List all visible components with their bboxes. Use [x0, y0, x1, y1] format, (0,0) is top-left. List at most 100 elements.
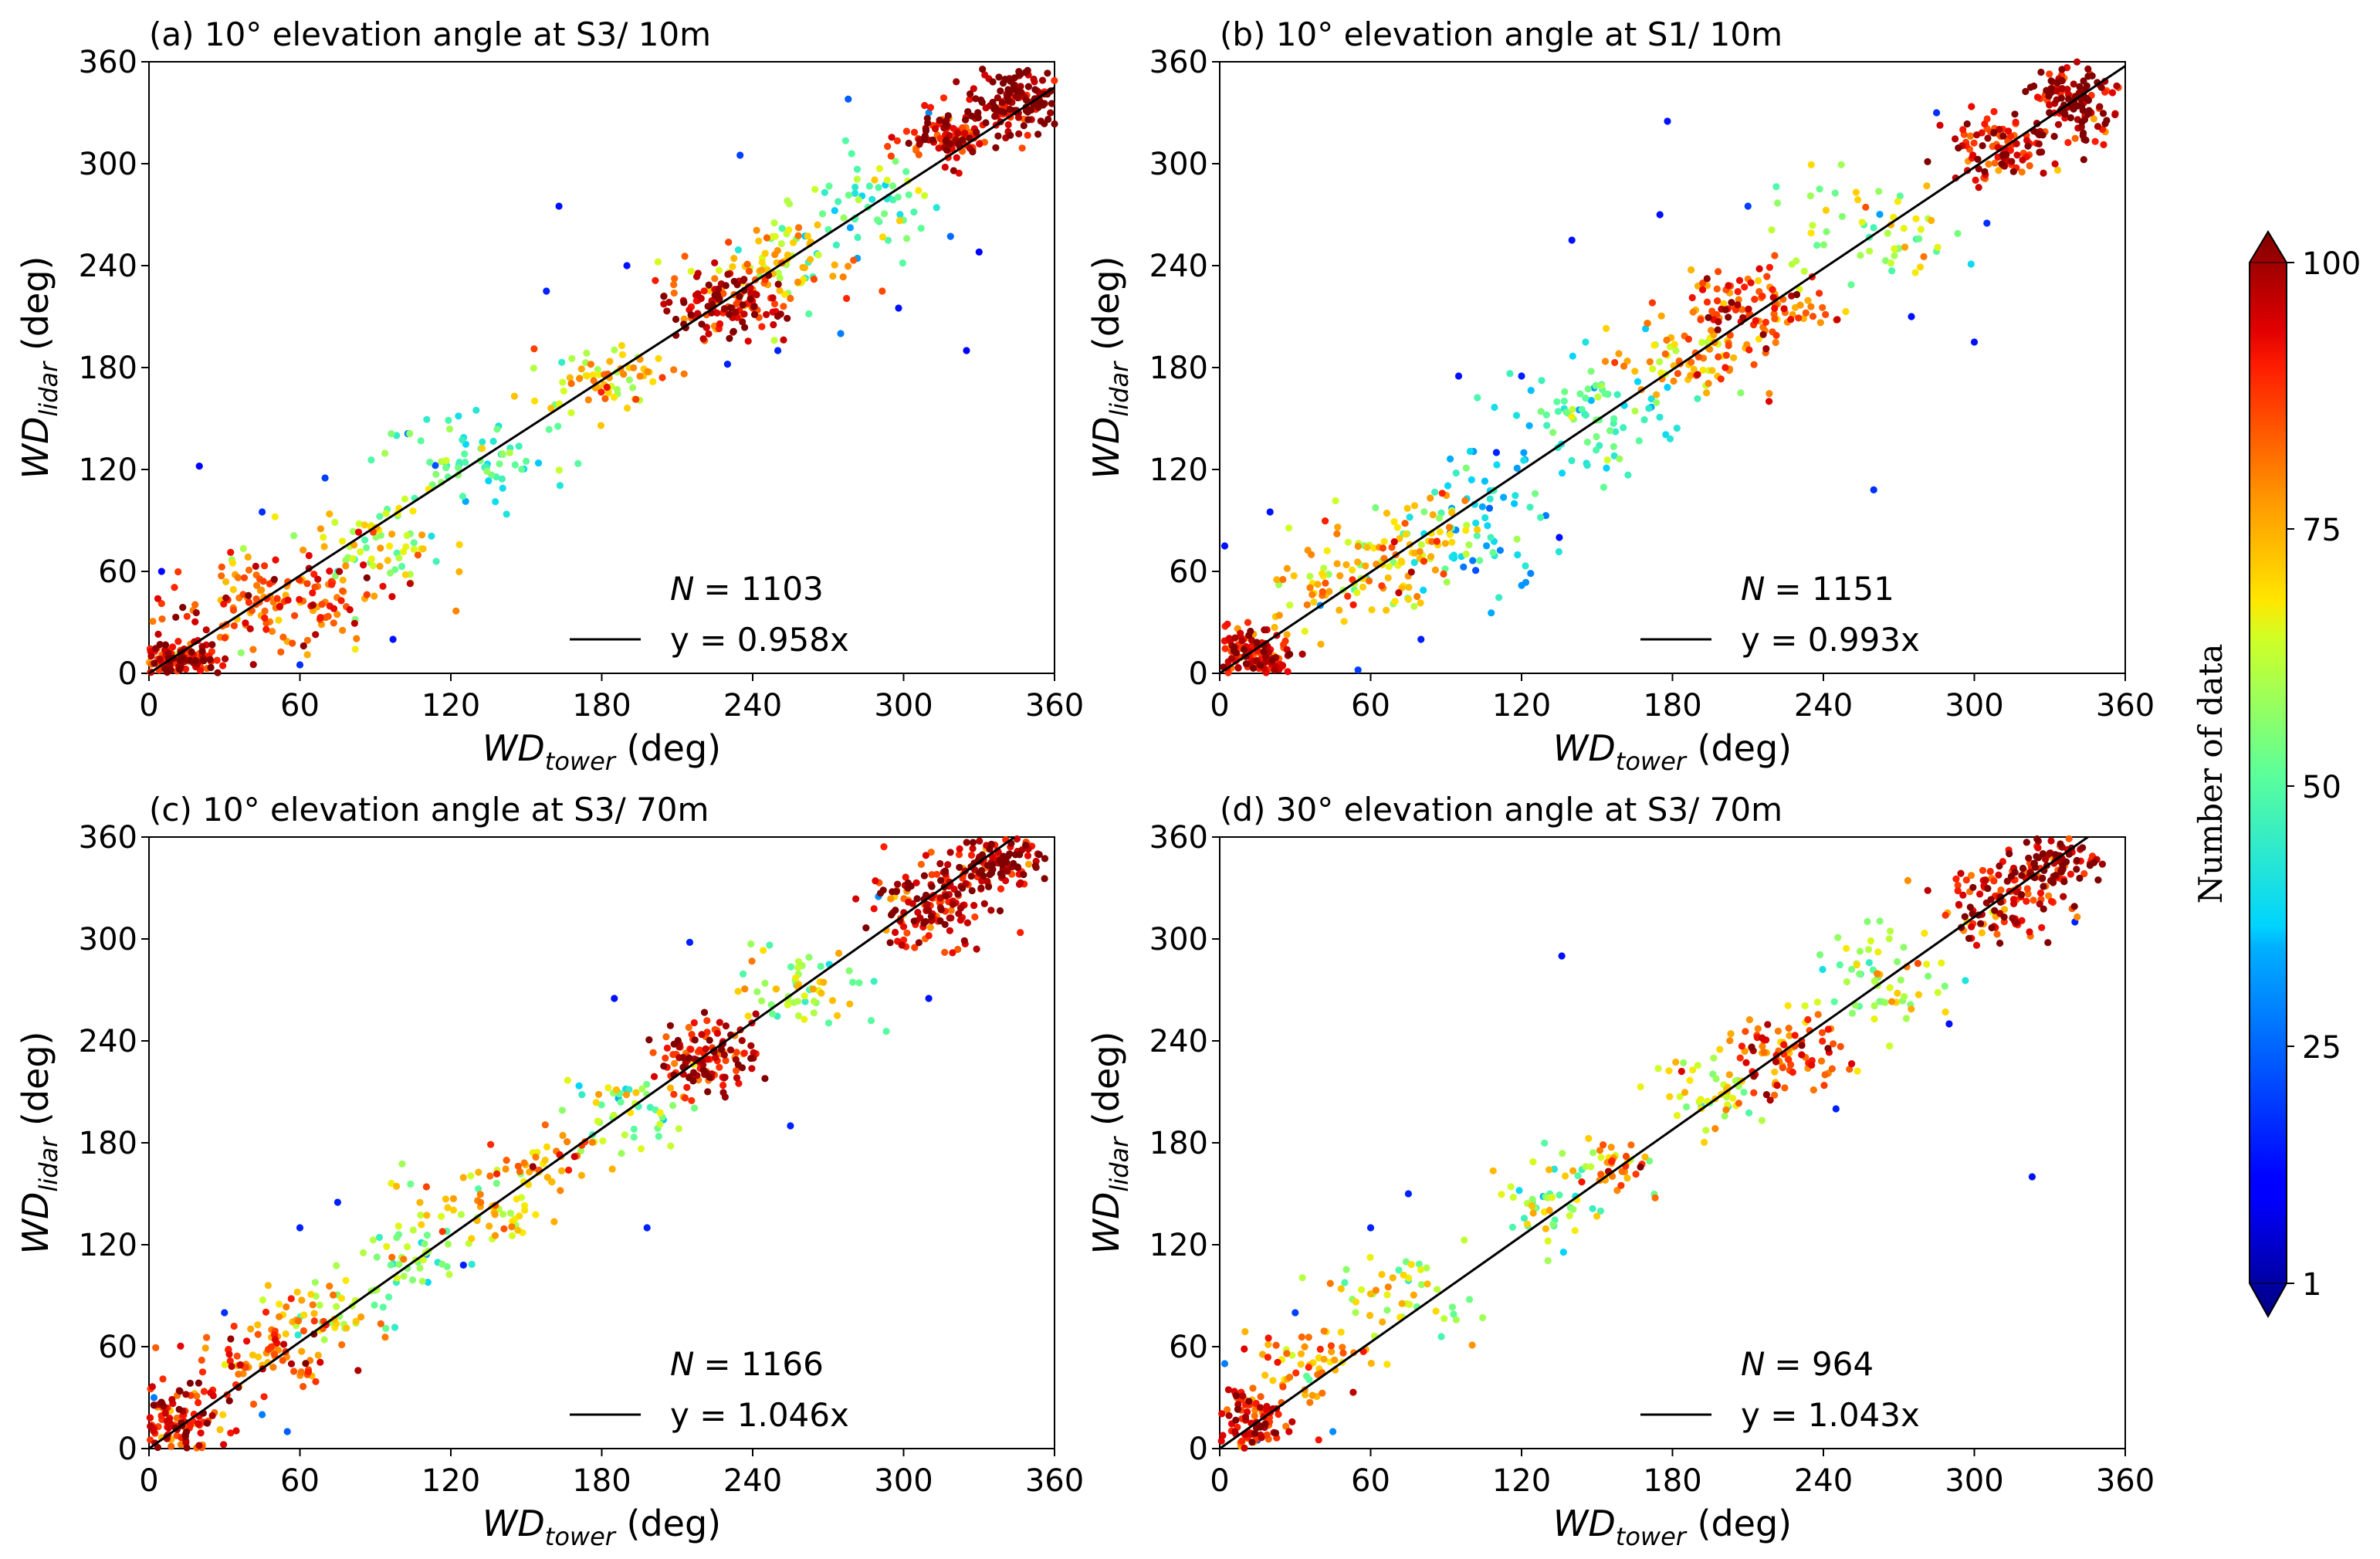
- scatter-point: [2051, 160, 2059, 168]
- scatter-point: [1725, 341, 1732, 350]
- scatter-point: [977, 866, 986, 874]
- scatter-point: [1589, 1205, 1596, 1212]
- scatter-point: [774, 347, 782, 354]
- panel-c-ytick-label: 180: [79, 1126, 137, 1161]
- scatter-point: [2010, 900, 2018, 907]
- scatter-point: [330, 605, 338, 612]
- scatter-point: [680, 299, 688, 307]
- scatter-point: [314, 1351, 322, 1359]
- panel-d-xlabel: WDtower (deg): [1553, 1503, 1792, 1551]
- scatter-point: [1260, 648, 1268, 656]
- scatter-point: [309, 589, 317, 597]
- scatter-point: [1819, 1037, 1826, 1045]
- scatter-point: [418, 1277, 426, 1285]
- scatter-point: [1452, 469, 1460, 477]
- scatter-point: [515, 442, 523, 450]
- scatter-point: [1227, 655, 1236, 663]
- scatter-point: [333, 611, 341, 619]
- scatter-point: [1945, 1020, 1953, 1028]
- scatter-point: [933, 204, 940, 212]
- scatter-point: [1383, 1361, 1391, 1368]
- scatter-point: [1526, 503, 1534, 511]
- scatter-point: [1241, 1345, 1248, 1353]
- scatter-point: [1891, 252, 1898, 259]
- scatter-point: [1646, 358, 1654, 366]
- scatter-point: [1507, 1183, 1515, 1191]
- scatter-point: [1562, 1172, 1569, 1180]
- scatter-point: [279, 1357, 286, 1364]
- scatter-point: [1515, 1187, 1523, 1195]
- scatter-point: [1035, 851, 1043, 859]
- panel-c-ylabel-unit: (deg): [15, 1032, 56, 1137]
- panel-d-xtick-marks: [1219, 1449, 2126, 1456]
- scatter-point: [2030, 896, 2037, 904]
- scatter-point: [1242, 660, 1250, 668]
- scatter-point: [1990, 877, 1998, 885]
- scatter-point: [1239, 1392, 1247, 1400]
- scatter-point: [386, 542, 394, 550]
- scatter-point: [564, 1138, 571, 1146]
- scatter-point: [410, 545, 418, 554]
- scatter-point: [2088, 72, 2096, 80]
- scatter-point: [1263, 1402, 1271, 1410]
- scatter-point: [1738, 306, 1746, 313]
- scatter-point: [1824, 1025, 1832, 1033]
- scatter-point: [835, 949, 843, 957]
- scatter-point: [1400, 1271, 1407, 1279]
- scatter-point: [1024, 108, 1031, 116]
- scatter-point: [1817, 1057, 1826, 1065]
- scatter-point: [1710, 1054, 1718, 1062]
- scatter-point: [1448, 509, 1456, 517]
- scatter-point: [1424, 1280, 1431, 1288]
- scatter-point: [652, 276, 659, 284]
- scatter-point: [1553, 398, 1561, 405]
- scatter-point: [385, 1293, 393, 1301]
- scatter-point: [583, 349, 591, 357]
- scatter-point: [445, 425, 454, 433]
- scatter-point: [422, 1183, 431, 1191]
- scatter-point: [177, 1342, 185, 1350]
- scatter-point: [811, 185, 819, 193]
- scatter-point: [557, 1187, 564, 1195]
- scatter-point: [1352, 1309, 1359, 1317]
- scatter-point: [852, 895, 860, 903]
- scatter-point: [227, 1429, 235, 1437]
- scatter-point: [277, 648, 285, 656]
- scatter-point: [899, 259, 906, 267]
- scatter-point: [2040, 905, 2047, 913]
- scatter-point: [828, 997, 837, 1005]
- scatter-point: [690, 1104, 699, 1112]
- scatter-point: [1686, 1076, 1694, 1084]
- scatter-point: [618, 351, 627, 358]
- scatter-point: [1914, 991, 1922, 998]
- scatter-point: [969, 845, 977, 852]
- scatter-point: [745, 267, 753, 275]
- panel-a-xlabel-main: WD: [482, 727, 545, 769]
- scatter-point: [407, 1180, 415, 1188]
- panel-d-xticks: 0 60 120 180 240 300 360: [1210, 1449, 2155, 1499]
- scatter-point: [1969, 151, 1977, 159]
- panel-d-xtick-label: 0: [1210, 1463, 1229, 1499]
- scatter-point: [1600, 1141, 1607, 1149]
- scatter-point: [503, 1157, 510, 1164]
- scatter-point: [1996, 862, 2003, 870]
- scatter-point: [967, 90, 974, 98]
- scatter-point: [987, 907, 995, 914]
- scatter-point: [1384, 574, 1392, 582]
- scatter-point: [1739, 313, 1747, 321]
- scatter-point: [1721, 1112, 1728, 1120]
- scatter-point: [761, 979, 769, 987]
- scatter-point: [2047, 897, 2056, 905]
- scatter-point: [726, 334, 733, 342]
- scatter-point: [1697, 1096, 1705, 1103]
- scatter-point: [1290, 572, 1298, 580]
- scatter-point: [1671, 341, 1678, 348]
- scatter-point: [1224, 1386, 1232, 1394]
- scatter-point: [1705, 380, 1712, 388]
- scatter-point: [1984, 134, 1992, 142]
- scatter-point: [520, 1159, 528, 1167]
- scatter-point: [1593, 1212, 1601, 1220]
- scatter-point: [1688, 293, 1696, 302]
- scatter-point: [810, 276, 818, 283]
- scatter-point: [1473, 532, 1481, 540]
